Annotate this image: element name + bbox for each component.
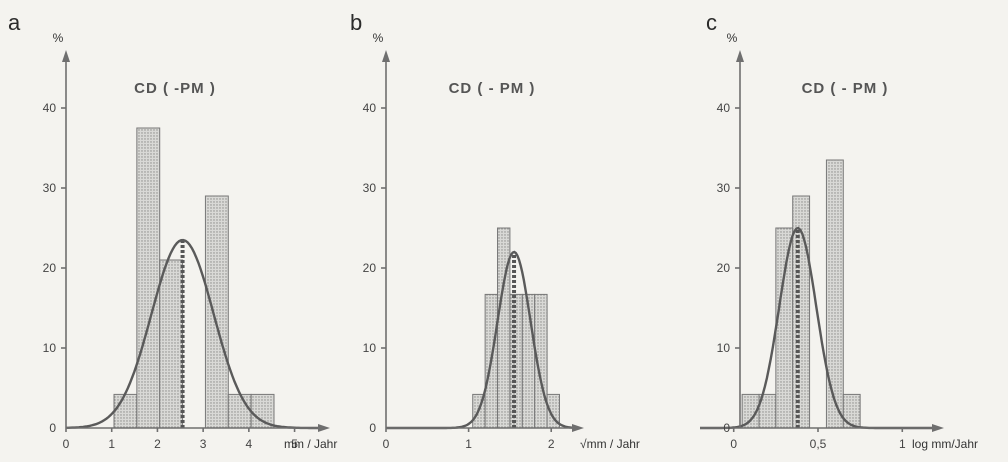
- y-tick-label: 40: [717, 101, 731, 115]
- x-axis-arrow: [318, 424, 330, 432]
- x-tick-label: 5: [291, 437, 298, 451]
- x-tick-label: 3: [200, 437, 207, 451]
- y-axis-arrow: [62, 50, 70, 62]
- x-tick-label: 2: [154, 437, 161, 451]
- histogram-bar: [775, 227, 794, 429]
- panel-letter: a: [8, 10, 21, 35]
- histogram-bar: [509, 293, 523, 429]
- y-tick-label: 10: [717, 341, 731, 355]
- x-tick-label: 0: [63, 437, 70, 451]
- y-tick-label: 10: [43, 341, 57, 355]
- x-tick-label: 2: [548, 437, 555, 451]
- y-tick-label: 30: [717, 181, 731, 195]
- chart-panel-c: c 0 10 20 30 40 0 0,5 1% log mm/Jahr CD ( - PM ): [700, 10, 978, 451]
- x-tick-label: 4: [246, 437, 253, 451]
- x-axis-label: log mm/Jahr: [912, 437, 978, 451]
- y-axis-label: %: [727, 31, 738, 45]
- x-axis-label: mm / Jahr: [284, 437, 337, 451]
- x-tick-label: 1: [899, 437, 906, 451]
- y-axis-label: %: [53, 31, 64, 45]
- panel-letter: c: [706, 10, 717, 35]
- histogram-bar: [250, 393, 275, 429]
- histogram-bar: [204, 195, 229, 429]
- y-tick-label: 30: [43, 181, 57, 195]
- x-tick-label: 0: [383, 437, 390, 451]
- histogram-bar: [497, 227, 511, 429]
- y-tick-label: 0: [369, 421, 376, 435]
- y-tick-label: 20: [363, 261, 377, 275]
- y-tick-label: 20: [43, 261, 57, 275]
- y-tick-label: 10: [363, 341, 377, 355]
- y-tick-label: 0: [49, 421, 56, 435]
- panel-letter: b: [350, 10, 362, 35]
- y-axis-label: %: [373, 31, 384, 45]
- histogram-bar: [842, 393, 861, 429]
- chart-title: CD ( - PM ): [449, 80, 536, 97]
- normal-curve: [66, 238, 322, 430]
- histogram-bar: [113, 393, 138, 429]
- x-tick-label: 0: [730, 437, 737, 451]
- y-tick-label: 40: [43, 101, 57, 115]
- normal-curve: [700, 226, 936, 430]
- y-axis-arrow: [382, 50, 390, 62]
- x-tick-label: 0,5: [810, 437, 827, 451]
- y-axis-arrow: [736, 50, 744, 62]
- y-tick-label: 0: [723, 421, 730, 435]
- chart-panel-a: a 0 10 20 30 40 0 1 2 3 4 5% mm / Jahr CD ( -PM ): [8, 10, 337, 451]
- y-tick-label: 20: [717, 261, 731, 275]
- x-tick-label: 1: [108, 437, 115, 451]
- x-axis-label: √mm / Jahr: [580, 437, 640, 451]
- x-axis-arrow: [572, 424, 584, 432]
- y-tick-label: 30: [363, 181, 377, 195]
- histogram-bar: [825, 159, 844, 429]
- chart-title: CD ( -PM ): [134, 80, 216, 97]
- y-tick-label: 40: [363, 101, 377, 115]
- chart-title: CD ( - PM ): [802, 80, 889, 97]
- histogram-bar: [227, 393, 252, 429]
- histogram-bar: [136, 127, 161, 429]
- chart-panel-b: b 0 10 20 30 40 0 1 2% √mm / Jahr CD ( - PM ): [350, 10, 640, 451]
- x-tick-label: 1: [465, 437, 472, 451]
- x-axis-arrow: [932, 424, 944, 432]
- histogram-bar: [159, 259, 184, 429]
